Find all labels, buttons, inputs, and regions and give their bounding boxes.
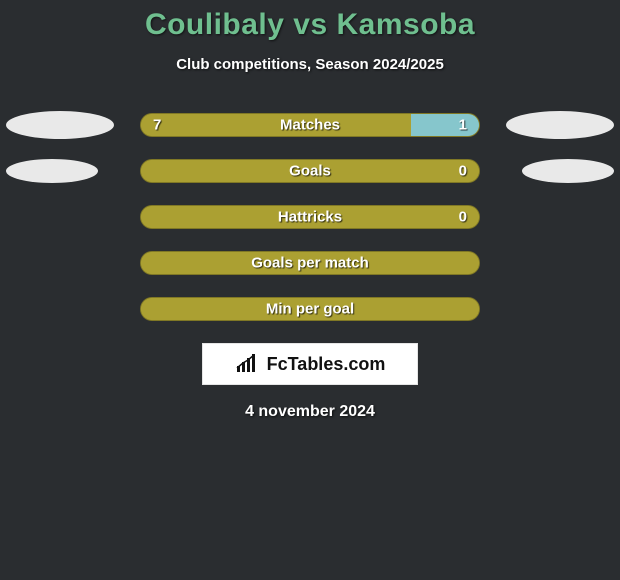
player-oval-left	[6, 111, 114, 139]
stat-label: Matches	[280, 117, 340, 134]
stat-row: Hattricks 0	[0, 205, 620, 229]
stat-row: Min per goal	[0, 297, 620, 321]
stat-bar: Min per goal	[140, 297, 480, 321]
stat-right-value: 1	[459, 117, 467, 134]
stat-right-value: 0	[459, 209, 467, 226]
stat-bar-right-fill	[411, 114, 479, 136]
stat-bar: Goals 0	[140, 159, 480, 183]
stat-label: Hattricks	[278, 209, 342, 226]
player-oval-right	[522, 159, 614, 183]
stat-label: Goals	[289, 163, 331, 180]
stat-bar-left-fill	[141, 114, 411, 136]
snapshot-date: 4 november 2024	[0, 403, 620, 421]
barchart-icon	[235, 354, 261, 374]
stat-row: Matches 7 1	[0, 113, 620, 137]
stat-row: Goals 0	[0, 159, 620, 183]
stat-left-value: 7	[153, 117, 161, 134]
comparison-title: Coulibaly vs Kamsoba	[0, 0, 620, 42]
stat-bar: Goals per match	[140, 251, 480, 275]
stat-right-value: 0	[459, 163, 467, 180]
stat-bar: Hattricks 0	[140, 205, 480, 229]
stat-label: Min per goal	[266, 301, 354, 318]
comparison-subtitle: Club competitions, Season 2024/2025	[0, 56, 620, 73]
player-oval-left	[6, 159, 98, 183]
source-logo: FcTables.com	[202, 343, 418, 385]
stat-bar: Matches 7 1	[140, 113, 480, 137]
stat-row: Goals per match	[0, 251, 620, 275]
player-oval-right	[506, 111, 614, 139]
stat-label: Goals per match	[251, 255, 369, 272]
stat-rows: Matches 7 1 Goals 0 Hattricks 0 Goals per match…	[0, 113, 620, 321]
source-logo-text: FcTables.com	[267, 354, 386, 375]
